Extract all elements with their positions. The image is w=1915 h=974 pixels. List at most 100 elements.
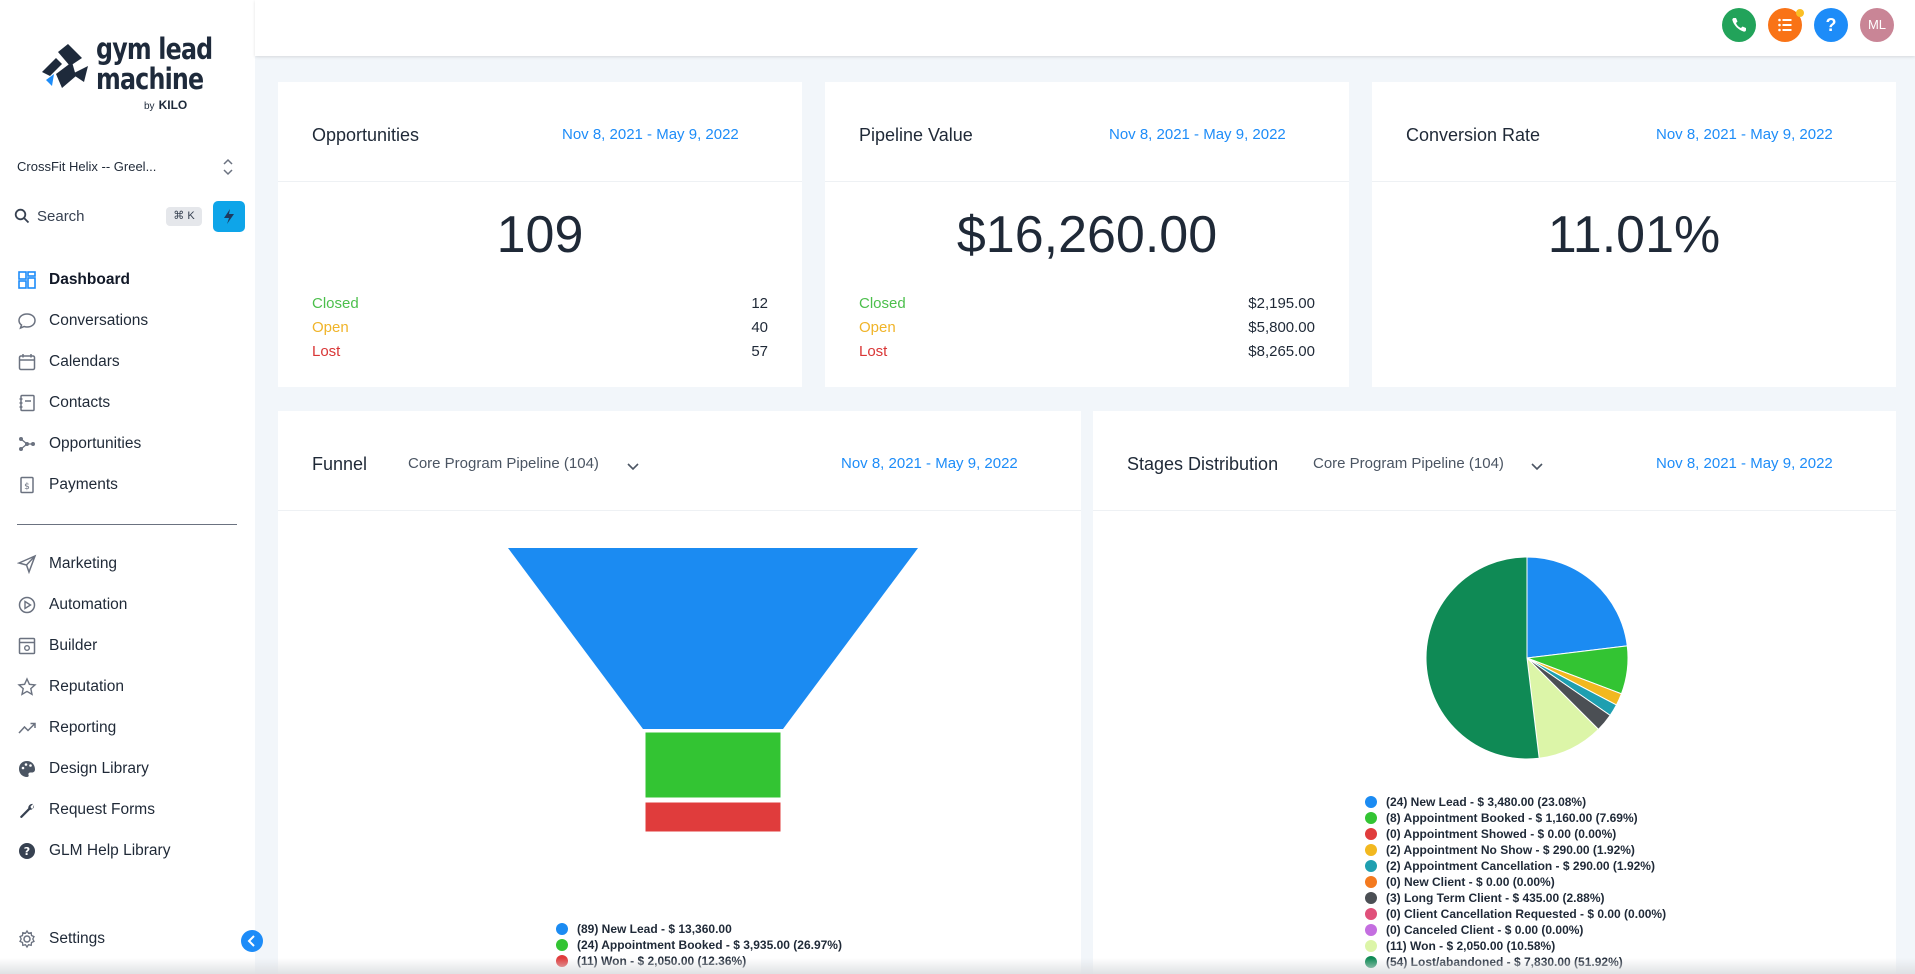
- trend-icon: [18, 722, 36, 734]
- pie-slice-new-lead[interactable]: [1526, 556, 1628, 659]
- chevron-down-icon[interactable]: [626, 459, 640, 473]
- legend-label: (0) Client Cancellation Requested - $ 0.…: [1386, 907, 1667, 921]
- search-label: Search: [37, 208, 85, 225]
- sidebar-item-label: Reporting: [49, 719, 117, 736]
- stages-pie-chart: [1425, 556, 1629, 760]
- sidebar-item-label: Dashboard: [49, 271, 130, 288]
- sidebar-item-contacts[interactable]: Contacts: [17, 391, 237, 415]
- calendar-icon: [18, 354, 36, 371]
- sidebar-item-label: GLM Help Library: [49, 842, 171, 859]
- legend-label: (11) Won - $ 2,050.00 (10.58%): [1386, 939, 1556, 953]
- funnel-card: Funnel Core Program Pipeline (104) Nov 8…: [278, 411, 1081, 974]
- legend-swatch: [556, 923, 568, 935]
- avatar[interactable]: ML: [1860, 8, 1894, 42]
- legend-swatch: [556, 939, 568, 951]
- funnel-segment-new-lead[interactable]: [508, 548, 918, 729]
- sidebar-item-automation[interactable]: Automation: [17, 593, 237, 617]
- sidebar-item-label: Automation: [49, 596, 128, 613]
- sidebar-item-payments[interactable]: $ Payments: [17, 473, 237, 497]
- card-title: Funnel: [312, 454, 368, 474]
- chevron-down-icon[interactable]: [1530, 459, 1544, 473]
- contacts-icon: [19, 394, 35, 412]
- legend-label: (0) Appointment Showed - $ 0.00 (0.00%): [1386, 827, 1617, 841]
- logo[interactable]: gym lead machine by KILO: [40, 34, 213, 114]
- sidebar-item-marketing[interactable]: Marketing: [17, 552, 237, 576]
- sidebar-item-reporting[interactable]: Reporting: [17, 716, 237, 740]
- card-title: Pipeline Value: [859, 125, 973, 145]
- pipeline-value-card: Pipeline Value Nov 8, 2021 - May 9, 2022…: [825, 82, 1349, 387]
- funnel-segment-won[interactable]: [644, 801, 782, 833]
- wrench-icon: [20, 803, 35, 819]
- legend-swatch: [1365, 892, 1377, 904]
- card-title: Stages Distribution: [1127, 454, 1279, 474]
- automation-icon: [18, 596, 36, 614]
- date-range[interactable]: Nov 8, 2021 - May 9, 2022: [562, 126, 739, 143]
- sidebar-item-label: Design Library: [49, 760, 149, 777]
- sidebar-item-builder[interactable]: Builder: [17, 634, 237, 658]
- date-range[interactable]: Nov 8, 2021 - May 9, 2022: [1109, 126, 1286, 143]
- sidebar-item-request-forms[interactable]: Request Forms: [17, 798, 237, 822]
- collapse-sidebar-button[interactable]: [241, 930, 263, 952]
- search-shortcut: ⌘ K: [166, 207, 202, 226]
- help-circle-icon: ?: [19, 843, 35, 859]
- sidebar-item-glm-help-library[interactable]: ? GLM Help Library: [17, 839, 237, 863]
- sidebar-item-reputation[interactable]: Reputation: [17, 675, 237, 699]
- stat-row-closed: Closed $2,195.00: [859, 295, 1315, 315]
- stages-distribution-card: Stages Distribution Core Program Pipelin…: [1093, 411, 1896, 974]
- funnel-segment-appointment-booked[interactable]: [644, 731, 782, 799]
- date-range[interactable]: Nov 8, 2021 - May 9, 2022: [1656, 455, 1833, 472]
- stat-value: $8,265.00: [1248, 343, 1315, 360]
- card-header: [278, 411, 1081, 511]
- phone-button[interactable]: [1722, 8, 1756, 42]
- legend-label: (0) New Client - $ 0.00 (0.00%): [1386, 875, 1555, 889]
- bolt-icon: [224, 209, 234, 224]
- pipeline-select[interactable]: Core Program Pipeline (104): [1313, 455, 1504, 472]
- opportunities-card: Opportunities Nov 8, 2021 - May 9, 2022 …: [278, 82, 802, 387]
- legend-swatch: [1365, 876, 1377, 888]
- legend-swatch: [1365, 796, 1377, 808]
- card-title: Opportunities: [312, 125, 420, 145]
- palette-icon: [19, 761, 35, 777]
- quick-action-button[interactable]: [213, 201, 245, 232]
- sidebar-item-calendars[interactable]: Calendars: [17, 350, 237, 374]
- sidebar-item-dashboard[interactable]: Dashboard: [17, 268, 237, 292]
- stat-value: 57: [751, 343, 768, 360]
- gear-icon: [19, 929, 35, 949]
- sidebar-item-label: Payments: [49, 476, 118, 493]
- send-icon: [17, 554, 37, 574]
- help-button[interactable]: ?: [1814, 8, 1848, 42]
- legend-label: (2) Appointment Cancellation - $ 290.00 …: [1386, 859, 1655, 873]
- stat-value: $5,800.00: [1248, 319, 1315, 336]
- legend-label: (24) Appointment Booked - $ 3,935.00 (26…: [577, 938, 842, 952]
- sidebar-item-opportunities[interactable]: Opportunities: [17, 432, 237, 456]
- pie-slice-lost-abandoned[interactable]: [1425, 556, 1540, 760]
- stat-value: 40: [751, 319, 768, 336]
- legend-swatch: [1365, 940, 1377, 952]
- sidebar-item-design-library[interactable]: Design Library: [17, 757, 237, 781]
- stat-label: Open: [312, 319, 349, 336]
- conversion-rate-card: Conversion Rate Nov 8, 2021 - May 9, 202…: [1372, 82, 1896, 387]
- stat-label: Lost: [859, 343, 888, 360]
- legend-label: (8) Appointment Booked - $ 1,160.00 (7.6…: [1386, 811, 1638, 825]
- sidebar-item-label: Opportunities: [49, 435, 142, 452]
- svg-text:$: $: [24, 482, 30, 492]
- notification-dot: [1796, 9, 1804, 17]
- metric-value: 109: [496, 206, 584, 264]
- stat-label: Closed: [312, 295, 359, 312]
- logo-mark-icon: [42, 44, 88, 88]
- sidebar-item-conversations[interactable]: Conversations: [17, 309, 237, 333]
- pipeline-select[interactable]: Core Program Pipeline (104): [408, 455, 599, 472]
- dashboard-icon: [18, 271, 36, 289]
- sidebar-item-label: Calendars: [49, 353, 120, 370]
- search-bar[interactable]: Search ⌘ K: [14, 200, 246, 232]
- date-range[interactable]: Nov 8, 2021 - May 9, 2022: [841, 455, 1018, 472]
- date-range[interactable]: Nov 8, 2021 - May 9, 2022: [1656, 126, 1833, 143]
- builder-icon: [18, 637, 36, 655]
- legend-swatch: [1365, 844, 1377, 856]
- location-switcher[interactable]: CrossFit Helix -- Greel...: [17, 157, 235, 177]
- stat-value: 12: [751, 295, 768, 312]
- pie-slice-won[interactable]: [1526, 656, 1600, 759]
- legend-label: (24) New Lead - $ 3,480.00 (23.08%): [1386, 795, 1587, 809]
- sidebar-item-settings[interactable]: Settings: [17, 927, 237, 951]
- sidebar-item-label: Conversations: [49, 312, 149, 329]
